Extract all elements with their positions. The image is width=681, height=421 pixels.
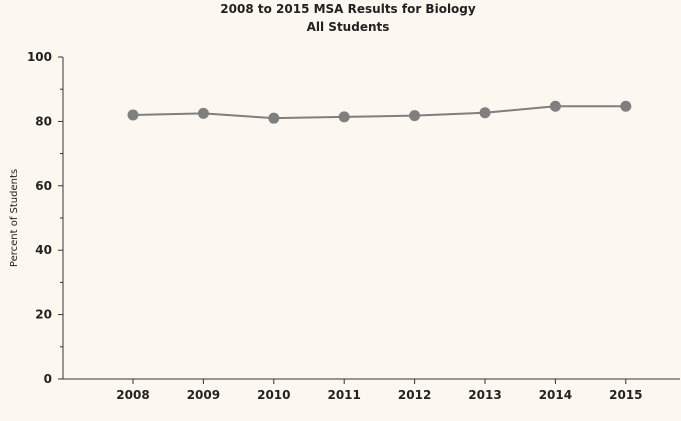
y-tick-label: 40	[35, 243, 52, 257]
x-tick-label: 2008	[116, 388, 149, 402]
data-point	[197, 107, 209, 119]
y-tick-label: 80	[35, 114, 52, 128]
data-point	[127, 109, 139, 121]
chart-subtitle: All Students	[307, 20, 390, 34]
x-tick-label: 2010	[257, 388, 290, 402]
data-point	[268, 112, 280, 124]
y-axis-ticks: 0 20 40 60 80 100	[27, 50, 63, 386]
x-tick-label: 2009	[187, 388, 220, 402]
series-line	[132, 105, 626, 120]
x-tick-label: 2014	[539, 388, 572, 402]
y-axis-title: Percent of Students	[9, 169, 20, 267]
data-point	[620, 100, 632, 112]
x-tick-label: 2012	[398, 388, 431, 402]
y-tick-label: 60	[35, 179, 52, 193]
data-series	[127, 100, 632, 124]
data-point	[409, 110, 421, 122]
data-point	[479, 107, 491, 119]
x-axis-ticks: 2008 2009 2010 2011 2012 2013 2014 2015	[116, 379, 643, 402]
chart-title: 2008 to 2015 MSA Results for Biology	[220, 2, 476, 16]
y-tick-label: 100	[27, 50, 52, 64]
data-point	[549, 100, 561, 112]
x-tick-label: 2013	[468, 388, 501, 402]
x-tick-label: 2015	[609, 388, 642, 402]
y-tick-label: 20	[35, 308, 52, 322]
y-tick-label: 0	[44, 372, 52, 386]
x-tick-label: 2011	[327, 388, 360, 402]
data-point	[338, 111, 350, 123]
